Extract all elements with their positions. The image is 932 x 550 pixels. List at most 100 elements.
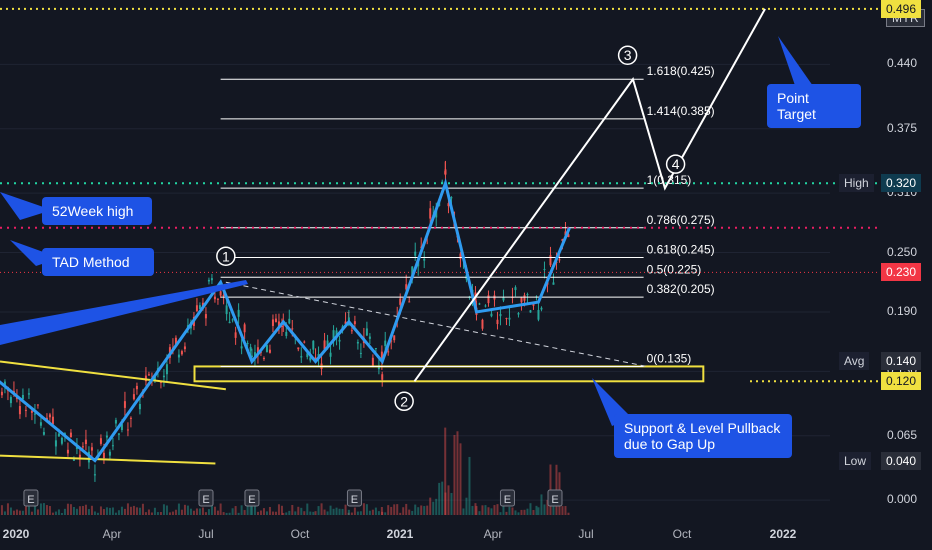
time-axis-label: Apr <box>103 527 122 541</box>
candle-body <box>285 331 288 336</box>
volume-bar <box>0 505 3 515</box>
volume-bar <box>27 504 30 515</box>
volume-bar <box>444 427 447 515</box>
volume-bar <box>84 504 87 515</box>
candle-body <box>549 255 552 266</box>
callout-pointer-52week <box>0 192 52 220</box>
candle-body <box>66 449 69 454</box>
volume-bar <box>362 503 365 515</box>
volume-bar <box>468 456 471 515</box>
volume-bar <box>540 494 543 515</box>
candle-body <box>177 354 180 358</box>
volume-bar <box>234 506 237 515</box>
volume-bar <box>353 507 356 515</box>
price-tag-label-low: Low <box>839 451 872 470</box>
wave-line-projection <box>413 8 766 382</box>
candle-body <box>496 319 499 325</box>
price-axis-label: 0.190 <box>887 303 918 318</box>
candle-body <box>24 409 27 411</box>
candle-body <box>111 445 114 447</box>
volume-bar <box>490 508 493 515</box>
time-axis-label: Oct <box>673 527 692 541</box>
volume-bar <box>66 503 69 515</box>
descending-trendline <box>0 360 226 391</box>
volume-bar <box>505 511 508 515</box>
candle-body <box>147 374 150 376</box>
candle-body <box>180 351 183 355</box>
volume-bar <box>314 511 317 515</box>
callout-point-target: Point Target <box>767 84 861 128</box>
candle-body <box>543 268 546 270</box>
volume-bar <box>564 506 567 515</box>
volume-bar <box>18 510 21 515</box>
time-axis-label: 2020 <box>3 527 30 541</box>
volume-bar <box>405 503 408 515</box>
wave-circle <box>394 391 414 412</box>
earnings-label: E <box>504 494 511 506</box>
volume-bar <box>105 507 108 515</box>
volume-bar <box>57 509 60 515</box>
volume-bar <box>423 506 426 515</box>
candle-body <box>484 305 487 307</box>
fib-label: 0.5(0.225) <box>647 262 702 276</box>
base-trendline <box>0 454 216 465</box>
volume-bar <box>42 503 45 515</box>
candle-body <box>505 318 508 320</box>
volume-bar <box>417 507 420 515</box>
candle-body <box>138 404 141 410</box>
volume-bar <box>323 509 326 515</box>
volume-bar <box>207 509 210 515</box>
price-tag-support: 0.120 <box>881 372 922 391</box>
volume-bar <box>201 507 204 515</box>
time-axis-label: Jul <box>578 527 593 541</box>
volume-bar <box>222 512 225 515</box>
wave-circle <box>216 246 236 267</box>
volume-bar <box>90 505 93 515</box>
candle-body <box>42 432 45 435</box>
candle-body <box>120 424 123 431</box>
volume-bar <box>399 512 402 515</box>
volume-bar <box>520 509 523 515</box>
volume-bar <box>441 481 444 515</box>
candle-body <box>423 258 426 261</box>
candle-body <box>33 413 36 415</box>
candle-body <box>371 357 374 366</box>
volume-bar <box>517 512 520 515</box>
volume-bar <box>303 511 306 515</box>
callout-52week-high: 52Week high <box>42 197 152 225</box>
volume-bar <box>21 510 24 515</box>
fib-label: 0.382(0.205) <box>647 282 715 296</box>
volume-bar <box>347 512 350 515</box>
earnings-label: E <box>202 494 209 506</box>
candle-body <box>60 437 63 444</box>
volume-bar <box>484 505 487 515</box>
candle-body <box>268 349 271 353</box>
volume-bar <box>380 506 383 515</box>
volume-bar <box>309 511 312 515</box>
volume-bar <box>87 509 90 515</box>
candle-body <box>246 343 249 345</box>
volume-bar <box>277 504 280 515</box>
volume-bar <box>156 512 159 515</box>
candle-body <box>312 340 315 350</box>
candle-body <box>314 357 317 360</box>
volume-bar <box>213 506 216 515</box>
volume-bar <box>402 507 405 515</box>
candle-body <box>30 410 33 413</box>
candle-body <box>253 352 256 359</box>
wave-label: 2 <box>400 393 408 409</box>
candle-body <box>207 279 210 282</box>
volume-bar <box>228 512 231 515</box>
candle-body <box>234 332 237 338</box>
candle-body <box>18 406 21 415</box>
candle-body <box>414 251 417 256</box>
callout-support-pullback: Support & Level Pullback due to Gap Up <box>614 414 792 458</box>
candle-body <box>435 210 438 218</box>
price-tag-avg: 0.140 <box>881 352 922 371</box>
volume-bar <box>374 507 377 515</box>
volume-bar <box>159 512 162 515</box>
price-tag-high: 0.320 <box>881 174 922 193</box>
volume-bar <box>420 505 423 515</box>
volume-bar <box>198 508 201 515</box>
